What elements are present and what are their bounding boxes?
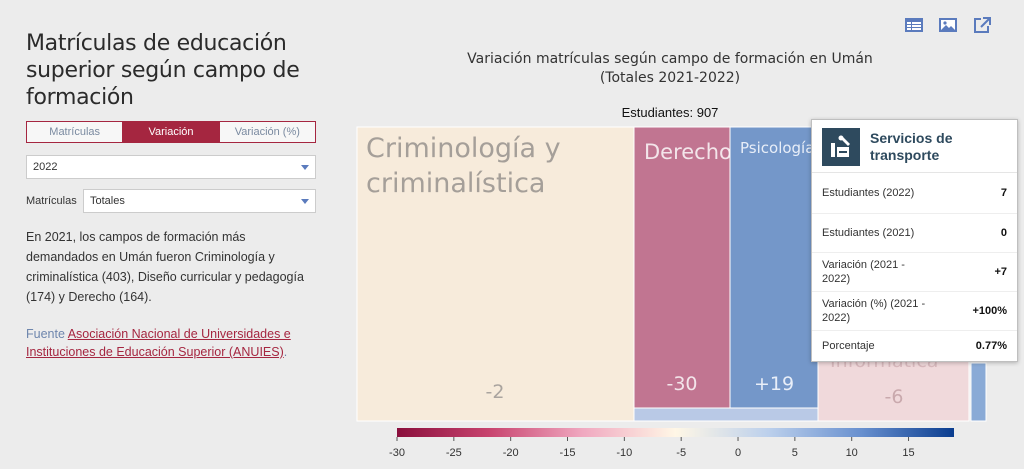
matriculas-select[interactable]: Totales bbox=[83, 189, 316, 213]
chart-title-line2: (Totales 2021-2022) bbox=[599, 70, 741, 86]
tab-variacion[interactable]: Variación bbox=[122, 122, 219, 142]
page-title: Matrículas de educación superior según c… bbox=[26, 31, 300, 110]
source-end: . bbox=[283, 345, 288, 359]
image-icon[interactable] bbox=[938, 16, 958, 34]
tooltip-row-label: Variación (2021 - 2022) bbox=[822, 259, 905, 285]
colorscale-tick-label: 0 bbox=[735, 447, 741, 459]
chevron-down-icon bbox=[301, 165, 309, 170]
left-panel: Matrículas de educación superior según c… bbox=[26, 30, 316, 374]
tooltip-row-value: 0.77% bbox=[975, 340, 1007, 352]
tooltip-row: Estudiantes (2021) 0 bbox=[812, 214, 1017, 253]
external-link-icon[interactable] bbox=[972, 16, 992, 34]
treemap-cell-value: +19 bbox=[754, 373, 794, 395]
treemap-cell-label: Derecho bbox=[644, 140, 732, 164]
treemap-cell-value: -2 bbox=[486, 381, 505, 403]
colorscale-bar bbox=[397, 428, 954, 437]
year-select-value: 2022 bbox=[33, 161, 58, 173]
matriculas-label: Matrículas bbox=[26, 195, 77, 207]
tooltip-row-value: 7 bbox=[1000, 187, 1007, 199]
tooltip-header: Servicios de transporte bbox=[812, 120, 1017, 173]
chevron-down-icon bbox=[301, 199, 309, 204]
source-link[interactable]: Asociación Nacional de Universidades e I… bbox=[26, 327, 291, 359]
tooltip-row-label: Estudiantes (2022) bbox=[822, 187, 915, 199]
tooltip-row: Variación (%) (2021 - 2022) +100% bbox=[812, 292, 1017, 331]
tooltip-row-value: +100% bbox=[972, 305, 1007, 317]
treemap-cell[interactable] bbox=[817, 359, 970, 422]
tab-matriculas[interactable]: Matrículas bbox=[27, 122, 123, 142]
treemap-cell[interactable] bbox=[729, 126, 819, 409]
colorscale-tick-label: -10 bbox=[616, 447, 632, 459]
table-icon[interactable] bbox=[904, 16, 924, 34]
treemap-cell[interactable] bbox=[633, 407, 819, 422]
treemap-cell-value: -6 bbox=[885, 386, 904, 408]
treemap-cell[interactable] bbox=[356, 126, 635, 422]
tab-variacion-pct[interactable]: Variación (%) bbox=[218, 122, 315, 142]
description-text: En 2021, los campos de formación más dem… bbox=[26, 230, 304, 304]
colorscale-tick-label: -30 bbox=[389, 447, 405, 459]
colorscale-tick-label: 15 bbox=[902, 447, 914, 459]
tooltip-row-value: +7 bbox=[994, 266, 1007, 278]
colorscale-tick-label: -15 bbox=[560, 447, 576, 459]
tooltip-row-value: 0 bbox=[1000, 227, 1007, 239]
year-select[interactable]: 2022 bbox=[26, 155, 316, 179]
colorscale-tick-label: 10 bbox=[846, 447, 858, 459]
tooltip-row: Variación (2021 - 2022) +7 bbox=[812, 253, 1017, 292]
chart-title: Variación matrículas según campo de form… bbox=[440, 50, 900, 88]
colorscale-tick-label: -20 bbox=[503, 447, 519, 459]
treemap-cell-label: Criminología y criminalística bbox=[366, 133, 561, 199]
matriculas-select-value: Totales bbox=[90, 195, 125, 207]
chart-title-line1: Variación matrículas según campo de form… bbox=[467, 51, 873, 67]
tooltip: Servicios de transporte Estudiantes (202… bbox=[811, 119, 1018, 362]
total-label: Estudiantes: 907 bbox=[621, 105, 719, 120]
colorscale-tick-label: -25 bbox=[446, 447, 462, 459]
tooltip-row-label: Variación (%) (2021 - 2022) bbox=[822, 298, 926, 324]
tooltip-title: Servicios de transporte bbox=[870, 130, 953, 163]
colorscale-tick-label: 5 bbox=[792, 447, 798, 459]
colorscale-tick-label: -5 bbox=[676, 447, 686, 459]
chart-toolbar bbox=[904, 16, 992, 34]
transport-icon bbox=[822, 128, 860, 166]
treemap-cell[interactable] bbox=[970, 362, 987, 422]
view-tabs: Matrículas Variación Variación (%) bbox=[26, 121, 316, 143]
treemap-cell[interactable] bbox=[633, 126, 731, 409]
tooltip-row: Estudiantes (2022) 7 bbox=[812, 173, 1017, 214]
tooltip-row-label: Porcentaje bbox=[822, 340, 875, 352]
treemap-cell-value: -30 bbox=[666, 373, 697, 395]
treemap-cell-label: Psicología bbox=[740, 139, 814, 157]
matriculas-row: Matrículas Totales bbox=[26, 189, 316, 213]
tooltip-row: Porcentaje 0.77% bbox=[812, 331, 1017, 361]
tooltip-row-label: Estudiantes (2021) bbox=[822, 227, 915, 239]
source-label: Fuente bbox=[26, 327, 65, 341]
source-line: Fuente Asociación Nacional de Universida… bbox=[26, 325, 316, 361]
